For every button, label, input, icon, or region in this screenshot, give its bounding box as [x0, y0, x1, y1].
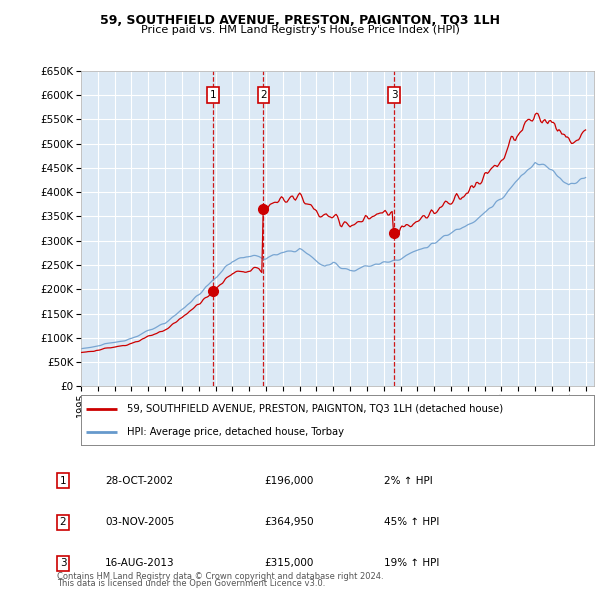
Text: Contains HM Land Registry data © Crown copyright and database right 2024.: Contains HM Land Registry data © Crown c…	[57, 572, 383, 581]
Text: 2: 2	[260, 90, 267, 100]
Text: 59, SOUTHFIELD AVENUE, PRESTON, PAIGNTON, TQ3 1LH: 59, SOUTHFIELD AVENUE, PRESTON, PAIGNTON…	[100, 14, 500, 27]
Text: This data is licensed under the Open Government Licence v3.0.: This data is licensed under the Open Gov…	[57, 579, 325, 588]
Text: 2: 2	[59, 517, 67, 527]
Text: £196,000: £196,000	[264, 476, 313, 486]
Text: 3: 3	[59, 559, 67, 568]
Text: £315,000: £315,000	[264, 559, 313, 568]
Text: 45% ↑ HPI: 45% ↑ HPI	[384, 517, 439, 527]
Text: HPI: Average price, detached house, Torbay: HPI: Average price, detached house, Torb…	[127, 427, 344, 437]
Text: 1: 1	[59, 476, 67, 486]
Text: Price paid vs. HM Land Registry's House Price Index (HPI): Price paid vs. HM Land Registry's House …	[140, 25, 460, 35]
Text: 28-OCT-2002: 28-OCT-2002	[105, 476, 173, 486]
Text: 59, SOUTHFIELD AVENUE, PRESTON, PAIGNTON, TQ3 1LH (detached house): 59, SOUTHFIELD AVENUE, PRESTON, PAIGNTON…	[127, 404, 503, 414]
Text: £364,950: £364,950	[264, 517, 314, 527]
Text: 03-NOV-2005: 03-NOV-2005	[105, 517, 174, 527]
Text: 3: 3	[391, 90, 397, 100]
Text: 1: 1	[209, 90, 216, 100]
Text: 2% ↑ HPI: 2% ↑ HPI	[384, 476, 433, 486]
Text: 19% ↑ HPI: 19% ↑ HPI	[384, 559, 439, 568]
Text: 16-AUG-2013: 16-AUG-2013	[105, 559, 175, 568]
